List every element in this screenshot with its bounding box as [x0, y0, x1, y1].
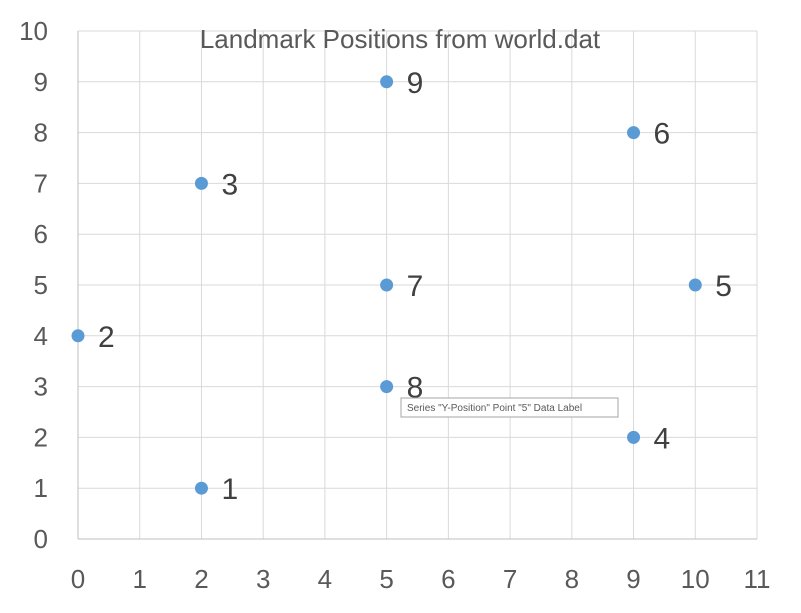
y-tick-label: 5 [34, 270, 48, 300]
y-tick-label: 2 [34, 422, 48, 452]
axes [77, 31, 757, 540]
y-tick-label: 6 [34, 219, 48, 249]
data-label-2: 2 [98, 321, 115, 354]
data-point-1[interactable] [194, 481, 208, 495]
tooltip-box [400, 397, 619, 418]
data-labels: 1 2 3 4 5 6 7 8 9 [98, 67, 732, 506]
data-label-4: 4 [654, 422, 671, 455]
data-points [71, 75, 702, 495]
x-tick-label: 8 [565, 564, 579, 594]
data-point-3[interactable] [194, 176, 208, 190]
x-tick-label: 4 [318, 564, 332, 594]
gridlines [78, 30, 758, 539]
data-point-7[interactable] [380, 278, 394, 292]
data-point-9[interactable] [380, 75, 394, 89]
data-label-9: 9 [407, 67, 424, 100]
x-tick-label: 11 [744, 564, 771, 594]
data-label-6: 6 [654, 118, 671, 151]
data-point-4[interactable] [627, 430, 641, 444]
x-tick-label: 3 [256, 564, 270, 594]
y-tick-label: 1 [34, 473, 48, 503]
x-tick-label: 2 [194, 564, 208, 594]
data-label-1: 1 [221, 473, 238, 506]
data-label-3: 3 [221, 168, 238, 201]
y-tick-label: 8 [34, 118, 48, 148]
data-label-8: 8 [407, 372, 424, 405]
tooltip-text: Series "Y-Position" Point "5" Data Label [407, 403, 582, 414]
x-tick-label: 7 [503, 564, 517, 594]
y-axis-ticks: 0 1 2 3 4 5 6 7 8 9 10 [19, 16, 48, 554]
x-tick-label: 1 [132, 564, 146, 594]
data-label-7: 7 [407, 270, 424, 303]
data-point-6[interactable] [627, 126, 641, 140]
x-tick-label: 9 [626, 564, 640, 594]
x-tick-label: 5 [379, 564, 393, 594]
x-tick-label: 6 [441, 564, 455, 594]
x-tick-label: 10 [681, 564, 710, 594]
y-tick-label: 10 [19, 16, 48, 46]
data-point-5[interactable] [688, 278, 702, 292]
y-tick-label: 7 [34, 168, 48, 198]
data-point-8[interactable] [380, 380, 394, 394]
y-tick-label: 4 [34, 321, 48, 351]
x-axis-ticks: 0 1 2 3 4 5 6 7 8 9 10 11 [71, 564, 771, 594]
y-tick-label: 9 [34, 67, 48, 97]
data-label-tooltip: Series "Y-Position" Point "5" Data Label [400, 397, 619, 418]
data-label-5: 5 [715, 270, 732, 303]
x-tick-label: 0 [71, 564, 85, 594]
chart-title: Landmark Positions from world.dat [200, 24, 601, 54]
y-tick-label: 3 [34, 372, 48, 402]
y-tick-label: 0 [34, 524, 48, 554]
data-point-2[interactable] [71, 329, 85, 343]
